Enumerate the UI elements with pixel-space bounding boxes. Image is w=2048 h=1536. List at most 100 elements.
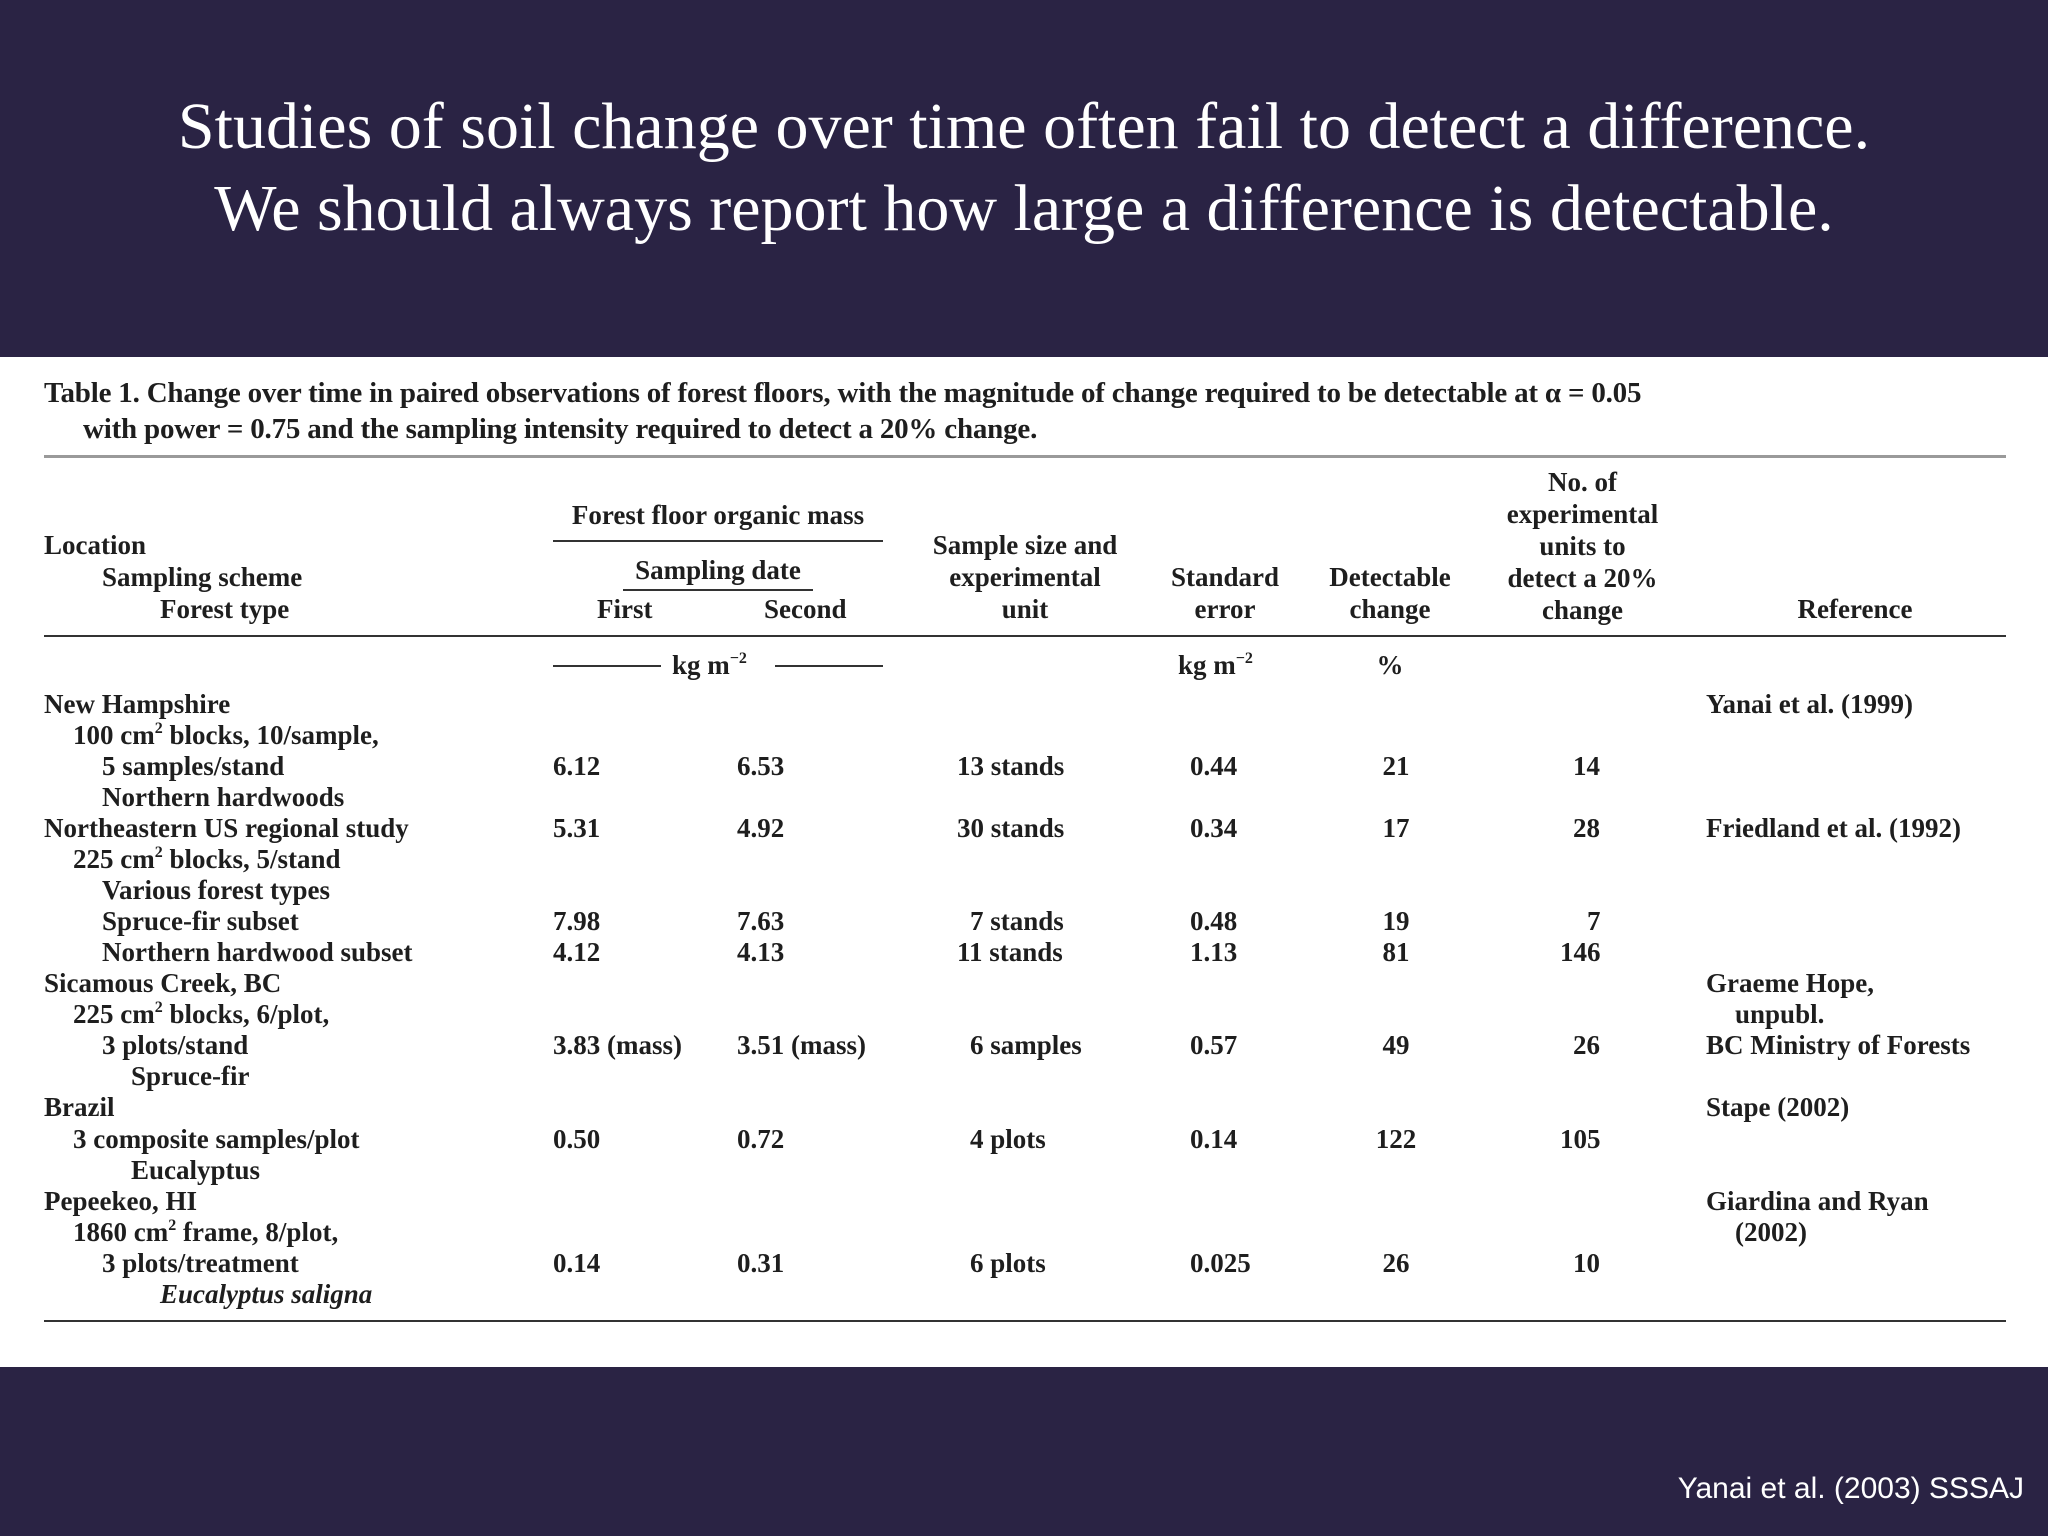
row-units: 7 <box>1587 906 1601 936</box>
row-location: Northern hardwood subset <box>102 937 413 967</box>
row-forest-type: Eucalyptus <box>131 1155 261 1185</box>
row-sampling-scheme: 1860 cm2 frame, 8/plot, <box>73 1217 339 1247</box>
unit-percent: % <box>1376 650 1404 680</box>
header-first: First <box>597 594 653 624</box>
header-forest-floor-rule <box>553 540 883 542</box>
table-panel: Table 1. Change over time in paired obse… <box>0 357 2048 1367</box>
row-sample-size: 6 samples <box>970 1030 1082 1060</box>
row-detectable: 19 <box>1382 906 1410 936</box>
row-sampling-scheme-2: 3 plots/stand <box>102 1030 249 1060</box>
row-units: 28 <box>1573 813 1600 843</box>
table-caption: Table 1. Change over time in paired obse… <box>44 375 2014 447</box>
row-first: 0.50 <box>553 1124 601 1154</box>
row-units: 26 <box>1573 1030 1600 1060</box>
row-sample-size: 6 plots <box>970 1248 1046 1278</box>
header-forest-type: Forest type <box>160 594 290 624</box>
row-std-error: 0.57 <box>1190 1030 1238 1060</box>
row-sample-size: 11 stands <box>957 937 1063 967</box>
row-location: Brazil <box>44 1092 115 1122</box>
header-std-error-2: error <box>1194 594 1256 624</box>
header-units-3: units to <box>1539 531 1626 561</box>
header-location: Location <box>44 530 147 560</box>
row-sampling-scheme-2: 5 samples/stand <box>102 751 285 781</box>
table-header-rule <box>44 635 2006 637</box>
row-reference: Graeme Hope, <box>1706 968 1874 998</box>
row-reference: Giardina and Ryan <box>1706 1186 1929 1216</box>
row-location: Pepeekeo, HI <box>44 1186 197 1216</box>
header-detectable-2: change <box>1349 594 1431 624</box>
row-units: 10 <box>1573 1248 1600 1278</box>
row-std-error: 0.34 <box>1190 813 1238 843</box>
header-units-2: experimental <box>1506 499 1659 529</box>
row-reference: Friedland et al. (1992) <box>1706 813 1961 843</box>
row-first: 3.83 (mass) <box>553 1030 682 1060</box>
table-bottom-rule <box>44 1320 2006 1322</box>
row-forest-type: Northern hardwoods <box>102 782 345 812</box>
row-first: 5.31 <box>553 813 601 843</box>
row-detectable: 17 <box>1382 813 1410 843</box>
row-reference: Yanai et al. (1999) <box>1706 689 1913 719</box>
row-sampling-scheme-2: 3 plots/treatment <box>102 1248 299 1278</box>
row-sampling-scheme: 225 cm2 blocks, 5/stand <box>73 844 341 874</box>
row-second: 4.92 <box>737 813 785 843</box>
row-location: Spruce-fir subset <box>102 906 299 936</box>
row-detectable: 21 <box>1382 751 1410 781</box>
row-forest-type: Various forest types <box>102 875 330 905</box>
unit-se: kg m−2 <box>1178 650 1253 680</box>
row-first: 0.14 <box>553 1248 601 1278</box>
row-location: New Hampshire <box>44 689 231 719</box>
header-sample-size-1: Sample size and <box>932 530 1118 560</box>
row-detectable: 26 <box>1382 1248 1410 1278</box>
source-credit: Yanai et al. (2003) SSSAJ <box>1677 1472 2024 1505</box>
caption-line-1: Table 1. Change over time in paired obse… <box>44 377 1642 409</box>
unit-mass: kg m−2 <box>672 650 747 680</box>
row-std-error: 0.48 <box>1190 906 1238 936</box>
header-sample-size-3: unit <box>1001 594 1049 624</box>
row-first: 7.98 <box>553 906 601 936</box>
row-sample-size: 4 plots <box>970 1124 1046 1154</box>
slide-title-line-1: Studies of soil change over time often f… <box>177 90 1871 163</box>
caption-line-2: with power = 0.75 and the sampling inten… <box>83 413 1038 445</box>
row-sampling-scheme: 100 cm2 blocks, 10/sample, <box>73 720 379 750</box>
row-second: 3.51 (mass) <box>737 1030 866 1060</box>
row-second: 0.72 <box>737 1124 785 1154</box>
header-sampling-date-rule <box>623 589 813 591</box>
row-first: 4.12 <box>553 937 601 967</box>
row-reference-3: BC Ministry of Forests <box>1706 1030 1971 1060</box>
row-location: Northeastern US regional study <box>44 813 409 843</box>
header-detectable-1: Detectable <box>1329 562 1451 592</box>
row-reference-2: unpubl. <box>1735 999 1825 1029</box>
row-std-error: 0.025 <box>1190 1248 1251 1278</box>
slide-title: Studies of soil change over time often f… <box>0 86 2048 250</box>
row-forest-type: Spruce-fir <box>131 1061 250 1091</box>
unit-dash-left <box>553 665 661 667</box>
row-sampling-scheme: 3 composite samples/plot <box>73 1124 360 1154</box>
row-forest-type: Eucalyptus saligna <box>160 1279 373 1309</box>
header-units-1: No. of <box>1548 467 1617 497</box>
header-second: Second <box>764 594 847 624</box>
unit-dash-right <box>775 665 883 667</box>
header-forest-floor: Forest floor organic mass <box>571 500 865 530</box>
row-reference-2: (2002) <box>1735 1217 1807 1247</box>
header-units-5: change <box>1542 595 1623 625</box>
row-units: 146 <box>1560 937 1601 967</box>
row-reference: Stape (2002) <box>1706 1092 1850 1122</box>
header-reference: Reference <box>1797 594 1913 624</box>
row-sample-size: 13 stands <box>957 751 1065 781</box>
row-detectable: 81 <box>1382 937 1410 967</box>
header-sample-size-2: experimental <box>949 562 1101 592</box>
row-detectable: 122 <box>1375 1124 1417 1154</box>
header-units-4: detect a 20% <box>1507 563 1658 593</box>
row-units: 105 <box>1560 1124 1601 1154</box>
row-sample-size: 7 stands <box>970 906 1064 936</box>
row-second: 6.53 <box>737 751 785 781</box>
row-second: 0.31 <box>737 1248 785 1278</box>
row-std-error: 0.14 <box>1190 1124 1238 1154</box>
header-sampling-scheme: Sampling scheme <box>102 562 303 592</box>
row-first: 6.12 <box>553 751 601 781</box>
row-std-error: 0.44 <box>1190 751 1238 781</box>
row-units: 14 <box>1573 751 1600 781</box>
header-sampling-date: Sampling date <box>635 555 801 585</box>
row-std-error: 1.13 <box>1190 937 1238 967</box>
row-second: 4.13 <box>737 937 785 967</box>
